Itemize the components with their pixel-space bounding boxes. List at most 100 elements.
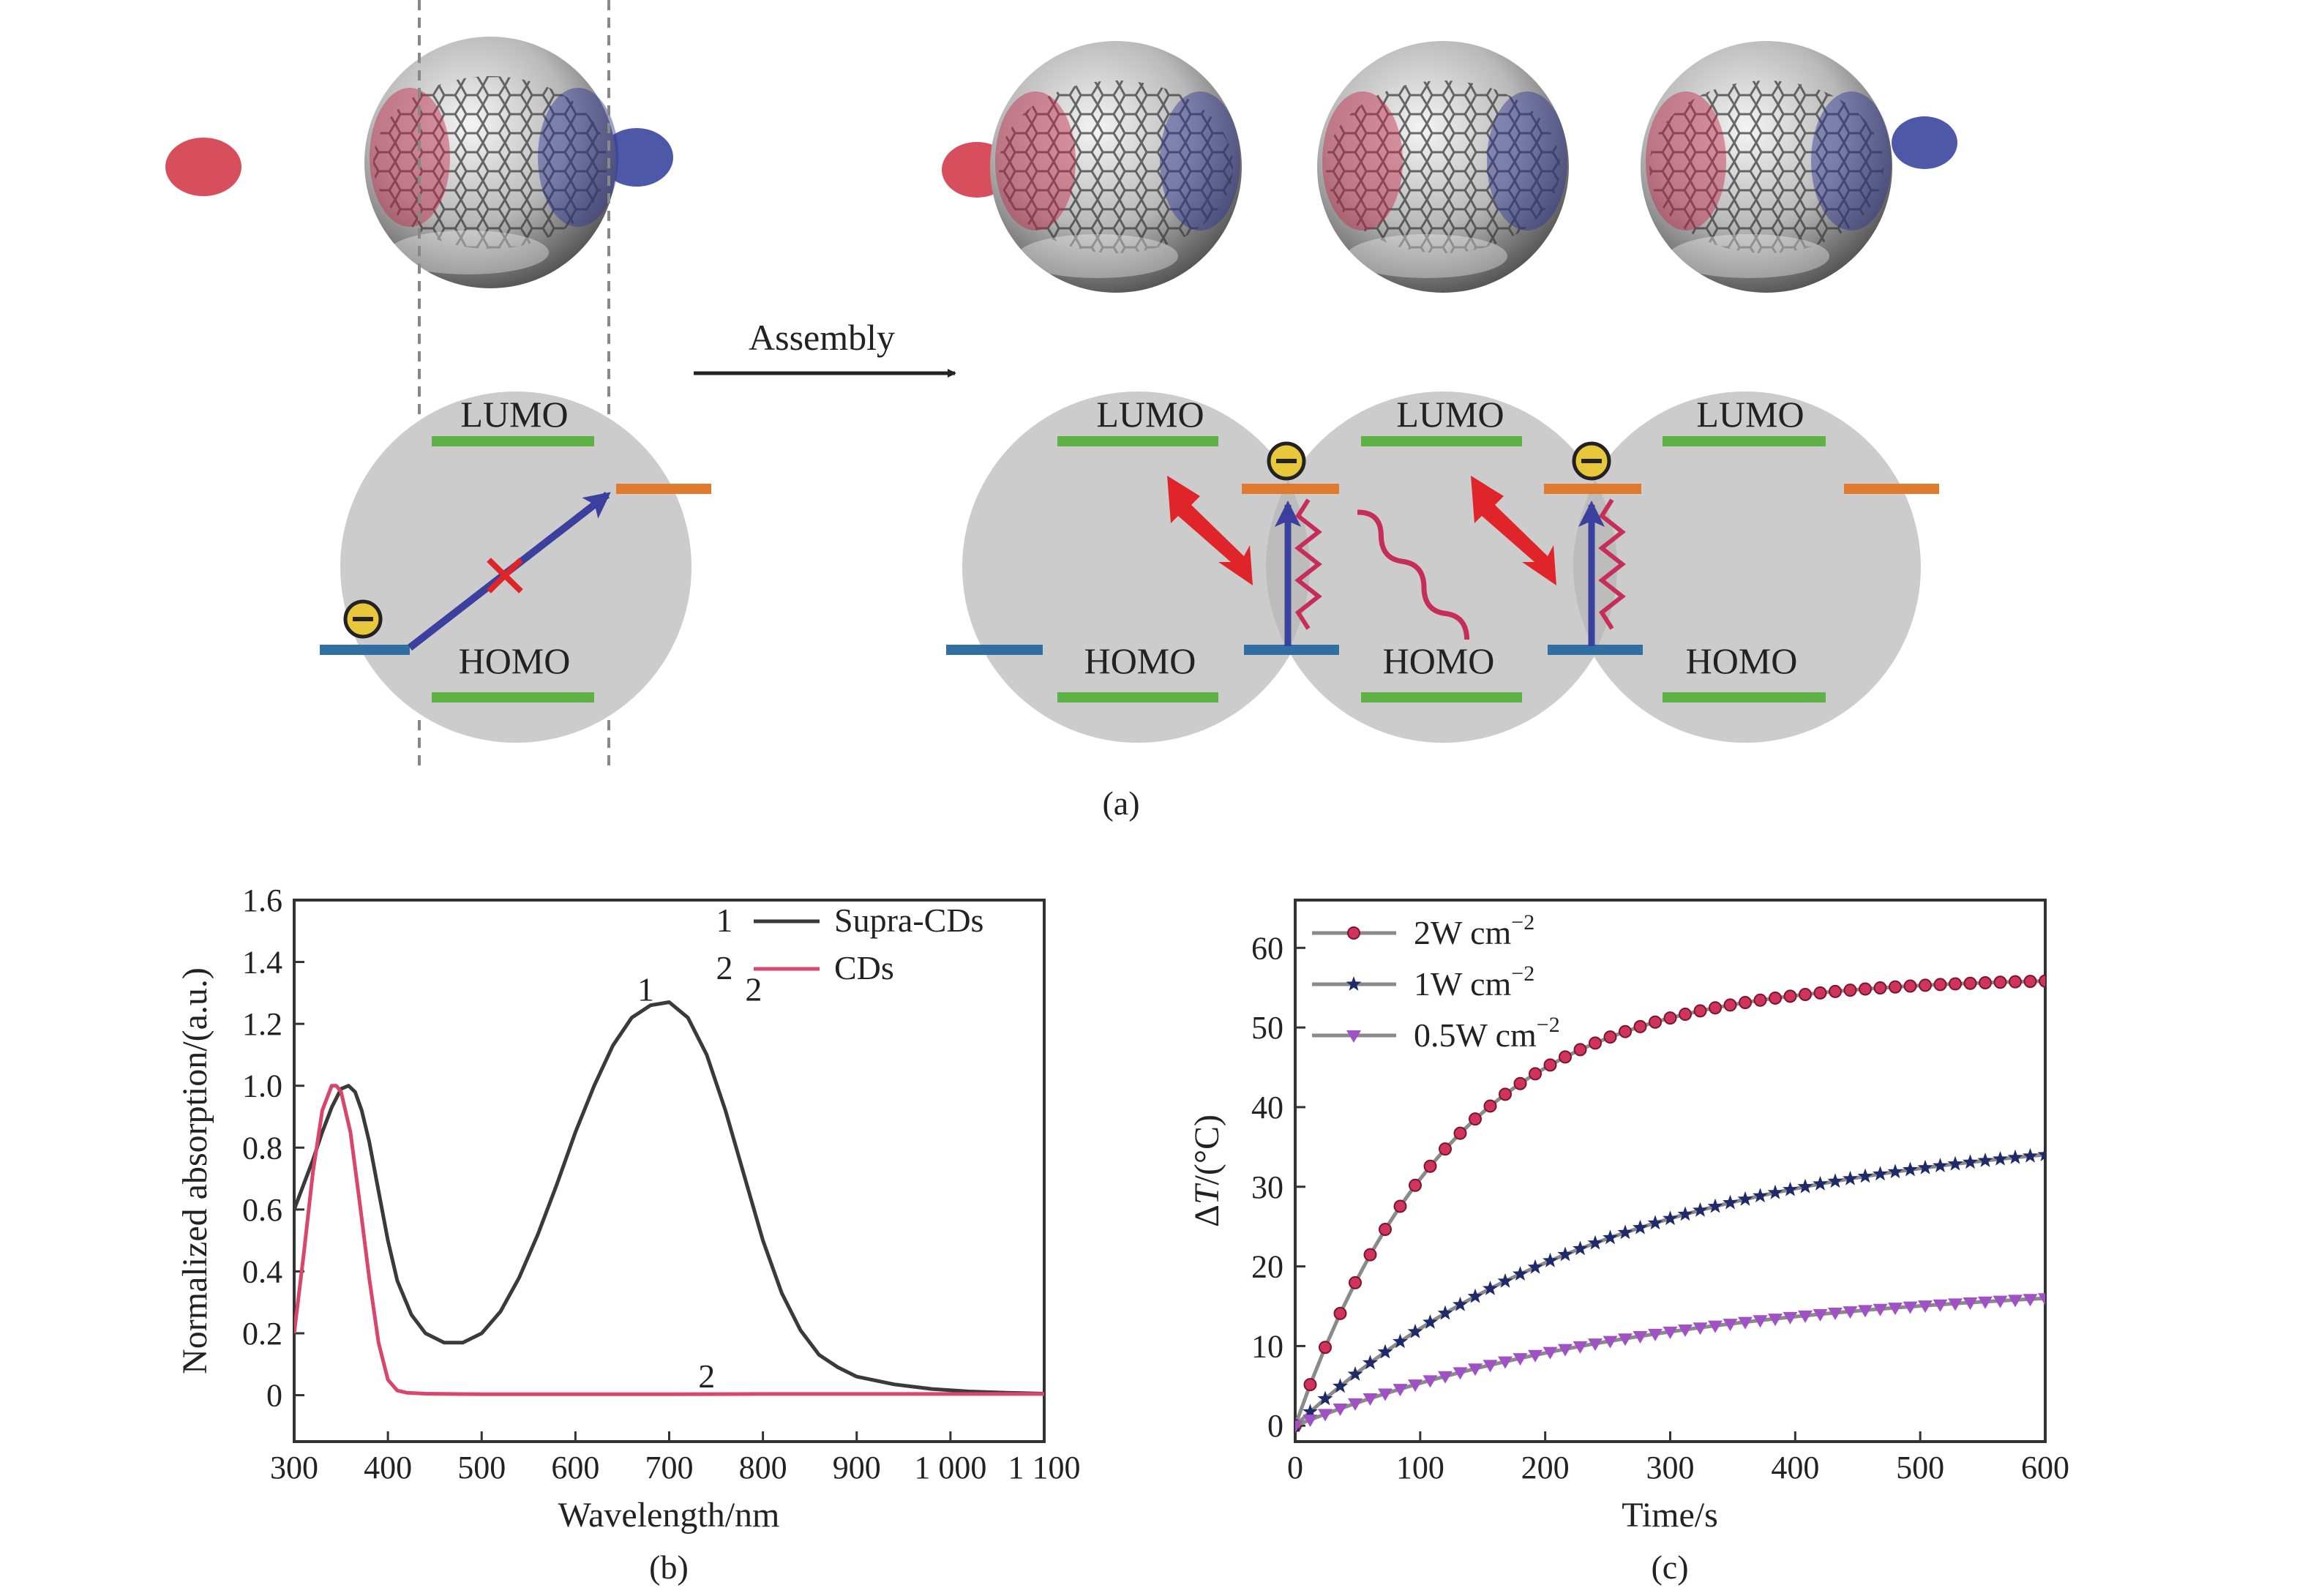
legend-marker	[1347, 926, 1360, 940]
data-point	[1633, 1019, 1647, 1033]
data-point	[1783, 1311, 1798, 1325]
data-point	[1633, 1219, 1648, 1235]
data-point	[1918, 1300, 1933, 1314]
data-point	[1437, 1305, 1453, 1320]
data-point	[1678, 1324, 1693, 1337]
data-point	[1813, 986, 1827, 1000]
data-point	[1559, 1050, 1572, 1064]
temperature-chart: 0 100 200 300 400 500 600 0 10 20 30 40 50 60 2W cm−2…	[1188, 899, 2069, 1586]
assembled-energy-diagram: LUMO LUMO LUMO HOMO HOMO HOMO	[946, 391, 1939, 743]
x-tick-label-c: 600	[2021, 1450, 2069, 1486]
data-point	[1948, 1298, 1963, 1311]
data-point	[1347, 1366, 1363, 1381]
data-point	[1453, 1296, 1468, 1311]
data-point	[1888, 1303, 1903, 1316]
data-point	[1737, 1191, 1753, 1206]
data-point	[1303, 1404, 1318, 1419]
data-point	[1378, 1388, 1393, 1401]
data-point	[1903, 979, 1917, 993]
data-point	[1423, 1375, 1438, 1388]
data-point	[1799, 987, 1812, 1001]
x-tick-label-b: 1 000	[914, 1450, 986, 1486]
data-point	[1573, 1043, 1587, 1057]
data-point	[1963, 1154, 1978, 1169]
data-point	[1933, 978, 1947, 992]
lightning-icon-2	[1471, 476, 1556, 585]
data-point	[1873, 981, 1887, 995]
data-point	[1468, 1363, 1483, 1376]
data-point	[2039, 974, 2045, 988]
x-tick-label-b: 800	[739, 1450, 787, 1486]
homo-label-2: HOMO	[1383, 640, 1495, 681]
legend-number: 2	[716, 949, 733, 986]
panel-label-b: (b)	[649, 1548, 689, 1586]
lumo-label-2: LUMO	[1396, 394, 1504, 435]
data-point	[1963, 1297, 1978, 1311]
data-point	[1993, 975, 2007, 989]
x-axis-title-c: Time/s	[1622, 1496, 1718, 1535]
data-point	[1363, 1248, 1377, 1262]
data-point	[2008, 1295, 2023, 1308]
data-point	[1677, 1206, 1693, 1221]
single-carbon-dot-sphere	[165, 37, 673, 288]
data-point	[1603, 1229, 1618, 1245]
data-point	[1557, 1246, 1573, 1262]
data-point	[1295, 1420, 1303, 1434]
data-point	[1319, 1341, 1332, 1355]
curve-label: 1	[637, 971, 654, 1008]
x-tick-label-b: 500	[457, 1450, 506, 1486]
data-point	[1407, 1323, 1423, 1338]
y-tick-label-c: 50	[1251, 1010, 1283, 1046]
x-tick-label-c: 400	[1771, 1450, 1819, 1486]
curve-label: 2	[698, 1357, 715, 1395]
absorption-chart: 300 400 500 600 700 800 900 1 000 1 10000.20.40.…	[176, 883, 1081, 1586]
data-point	[1318, 1409, 1333, 1422]
lightning-icon-1	[1167, 476, 1253, 585]
data-point	[1753, 1188, 1768, 1203]
plot-frame-b	[293, 899, 1046, 1443]
legend-label: CDs	[834, 949, 894, 986]
data-point	[1723, 1319, 1738, 1332]
data-point	[1798, 1310, 1813, 1323]
data-point	[1303, 1378, 1317, 1392]
plot-frame-c	[1294, 899, 2047, 1443]
data-point	[1917, 1159, 1933, 1174]
data-point	[1828, 1307, 1843, 1320]
data-point	[1783, 1181, 1798, 1196]
data-point	[1858, 1305, 1873, 1318]
data-point	[2009, 975, 2022, 989]
data-point	[1648, 1328, 1663, 1341]
data-point	[1589, 1036, 1602, 1050]
data-point	[1483, 1281, 1498, 1295]
data-point	[1438, 1371, 1453, 1384]
data-point	[1693, 1322, 1708, 1335]
data-point	[1617, 1224, 1633, 1240]
data-point	[1439, 1142, 1452, 1156]
data-point	[2023, 1294, 2038, 1307]
data-point	[1933, 1299, 1948, 1312]
data-point	[1529, 1067, 1542, 1081]
y-axis-title-c: ΔT/(°C)	[1188, 1114, 1226, 1227]
data-point	[1859, 982, 1872, 996]
data-point	[1949, 977, 1962, 991]
data-point	[1769, 991, 1782, 1005]
data-point	[1723, 998, 1737, 1012]
x-tick-label-c: 500	[1896, 1450, 1944, 1486]
legend-label: 1W cm−2	[1414, 962, 1534, 1003]
panel-label-c: (c)	[1651, 1548, 1688, 1586]
series-line-cds	[294, 1084, 1044, 1396]
legend-number: 1	[716, 902, 733, 939]
data-point	[1528, 1349, 1543, 1363]
data-point	[1783, 989, 1797, 1003]
x-tick-label-b: 900	[833, 1450, 881, 1486]
data-point	[1317, 1390, 1333, 1406]
y-axis-title-b: Normalized absorption/(a.u.)	[176, 967, 214, 1374]
electron-icon-1	[1267, 441, 1306, 481]
data-point	[1993, 1295, 2008, 1308]
y-tick-label-c: 60	[1251, 930, 1283, 966]
data-point	[1873, 1166, 1888, 1181]
x-tick-label-b: 400	[364, 1450, 412, 1486]
data-point	[2007, 1149, 2023, 1164]
data-point	[1333, 1306, 1347, 1320]
